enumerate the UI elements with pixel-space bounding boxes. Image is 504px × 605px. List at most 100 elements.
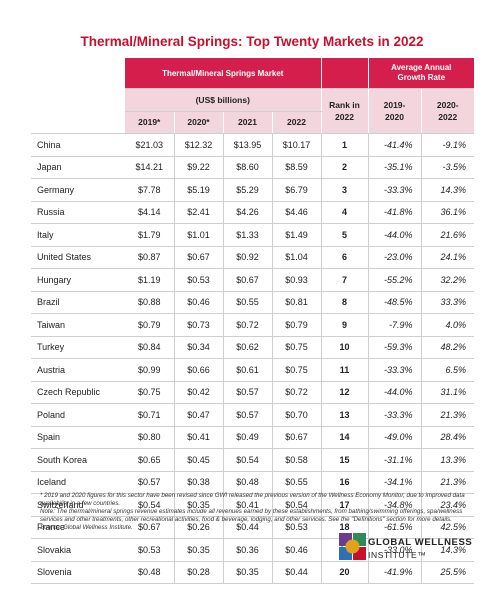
growth-2020-2022: 28.4% <box>420 426 474 449</box>
rank-cell: 1 <box>320 133 368 157</box>
value-2022: $10.17 <box>271 133 321 157</box>
table-row: Russia $4.14 $2.41 $4.26 $4.46 4 -41.8% 36.1% <box>31 201 474 224</box>
growth-2020-2022: 14.3% <box>420 538 474 562</box>
growth-2020-2022: 21.3% <box>420 471 474 494</box>
table-row: Czech Republic $0.75 $0.42 $0.57 $0.72 12 -44.… <box>31 381 474 404</box>
value-2020: $0.73 <box>173 313 223 337</box>
rank-cell: 3 <box>320 178 368 202</box>
value-2021: $4.26 <box>222 201 272 224</box>
growth-2019-2020: -35.1% <box>367 156 421 179</box>
value-2021: $0.92 <box>222 246 272 269</box>
value-2021: $0.49 <box>222 426 272 449</box>
growth-group-header: Average Annual Growth Rate <box>367 58 474 89</box>
value-2022: $0.67 <box>271 426 321 449</box>
country-cell: Hungary <box>31 268 125 292</box>
value-2019: $0.99 <box>125 358 174 382</box>
value-2020: $0.47 <box>173 403 223 427</box>
growth-2020-2022: 21.6% <box>420 223 474 247</box>
growth-2020-2022: 4.0% <box>420 313 474 337</box>
value-2021: $0.54 <box>222 448 272 472</box>
value-2020: $0.42 <box>173 381 223 404</box>
page-title: Thermal/Mineral Springs: Top Twenty Mark… <box>80 34 424 49</box>
value-2019: $0.53 <box>125 538 174 562</box>
year-header-2022: 2022 <box>271 111 321 134</box>
country-cell: Spain <box>31 426 125 449</box>
country-cell: Slovakia <box>31 538 125 562</box>
rank-cell: 14 <box>320 426 368 449</box>
rank-header-line1: Rank in <box>329 100 360 110</box>
value-2022: $6.79 <box>271 178 321 202</box>
logo-wordmark: GLOBAL WELLNESS INSTITUTE™ <box>368 537 472 561</box>
year-header-2020: 2020* <box>173 111 223 134</box>
table-row: Switzerland $0.54 $0.35 $0.41 $0.54 17 -34.8% 2… <box>31 493 474 517</box>
gwi-logo-icon <box>339 533 366 560</box>
growth-2020-2022: 32.2% <box>420 268 474 292</box>
growth-2020-2022: 48.2% <box>420 336 474 359</box>
rank-header: Rank in 2022 <box>320 88 368 134</box>
value-2020: $0.28 <box>173 561 223 584</box>
table-row: China $21.03 $12.32 $13.95 $10.17 1 -41.4% -9.1… <box>31 133 474 157</box>
rank-header-line2: 2022 <box>335 112 354 122</box>
units-header: (US$ billions) <box>125 88 321 112</box>
rank-cell: 13 <box>320 403 368 427</box>
growth-2019-2020: -33.3% <box>367 403 421 427</box>
growth-2020-2022: -3.5% <box>420 156 474 179</box>
rank-cell: 11 <box>320 358 368 382</box>
footnote-revision: * 2019 and 2020 figures for this sector … <box>40 492 465 507</box>
value-2019: $0.54 <box>125 493 174 517</box>
rank-cell: 12 <box>320 381 368 404</box>
value-2022: $0.53 <box>271 516 321 539</box>
market-group-header: Thermal/Mineral Springs Market <box>125 58 321 89</box>
table-row: Poland $0.71 $0.47 $0.57 $0.70 13 -33.3% 21.3% <box>31 403 474 427</box>
growth-2019-2020: -59.3% <box>367 336 421 359</box>
value-2022: $0.81 <box>271 291 321 314</box>
footnote-source: Source: Global Wellness Institute. <box>40 524 133 531</box>
logo-center <box>345 539 360 554</box>
year-header-2019: 2019* <box>125 111 174 134</box>
growth-2019-2020: -33.3% <box>367 178 421 202</box>
rank-cell: 16 <box>320 471 368 494</box>
value-2022: $1.04 <box>271 246 321 269</box>
country-cell: Japan <box>31 156 125 179</box>
growth-b-line2: 2022 <box>438 112 458 122</box>
table-row: Brazil $0.88 $0.46 $0.55 $0.81 8 -48.5% 33.3% <box>31 291 474 314</box>
growth-2019-2020: -34.8% <box>367 493 421 517</box>
markets-table: Thermal/Mineral Springs Market Average A… <box>31 58 474 584</box>
table-row: Germany $7.78 $5.19 $5.29 $6.79 3 -33.3% 14.3% <box>31 178 474 202</box>
growth-2020-2022: 21.3% <box>420 403 474 427</box>
value-2022: $0.55 <box>271 471 321 494</box>
value-2022: $1.49 <box>271 223 321 247</box>
value-2019: $1.79 <box>125 223 174 247</box>
table-row: Hungary $1.19 $0.53 $0.67 $0.93 7 -55.2% 32.2% <box>31 268 474 292</box>
growth-b-line1: 2020- <box>436 100 459 110</box>
rank-cell: 6 <box>320 246 368 269</box>
value-2021: $0.67 <box>222 268 272 292</box>
growth-a-line2: 2020 <box>385 112 404 122</box>
value-2021: $0.61 <box>222 358 272 382</box>
value-2019: $0.57 <box>125 471 174 494</box>
rank-cell: 10 <box>320 336 368 359</box>
country-cell: South Korea <box>31 448 125 472</box>
growth-2020-2022: 25.5% <box>420 561 474 584</box>
country-cell: Iceland <box>31 471 125 494</box>
value-2021: $0.55 <box>222 291 272 314</box>
rank-cell: 5 <box>320 223 368 247</box>
country-cell: Germany <box>31 178 125 202</box>
value-2021: $0.57 <box>222 403 272 427</box>
table-row: Austria $0.99 $0.66 $0.61 $0.75 11 -33.3% 6.5% <box>31 358 474 382</box>
value-2020: $0.38 <box>173 471 223 494</box>
value-2020: $0.41 <box>173 426 223 449</box>
growth-2019-2020: -48.5% <box>367 291 421 314</box>
rank-cell: 8 <box>320 291 368 314</box>
value-2020: $12.32 <box>173 133 223 157</box>
growth-2019-2020: -41.9% <box>367 561 421 584</box>
value-2021: $1.33 <box>222 223 272 247</box>
value-2020: $2.41 <box>173 201 223 224</box>
table-row: Taiwan $0.79 $0.73 $0.72 $0.79 9 -7.9% 4.0% <box>31 313 474 337</box>
growth-2019-2020: -7.9% <box>367 313 421 337</box>
year-header-2021: 2021 <box>222 111 272 134</box>
growth-2019-2020-header: 2019- 2020 <box>367 88 421 134</box>
table-body: China $21.03 $12.32 $13.95 $10.17 1 -41.4% -9.1… <box>31 133 474 584</box>
value-2019: $0.80 <box>125 426 174 449</box>
value-2022: $0.75 <box>271 358 321 382</box>
